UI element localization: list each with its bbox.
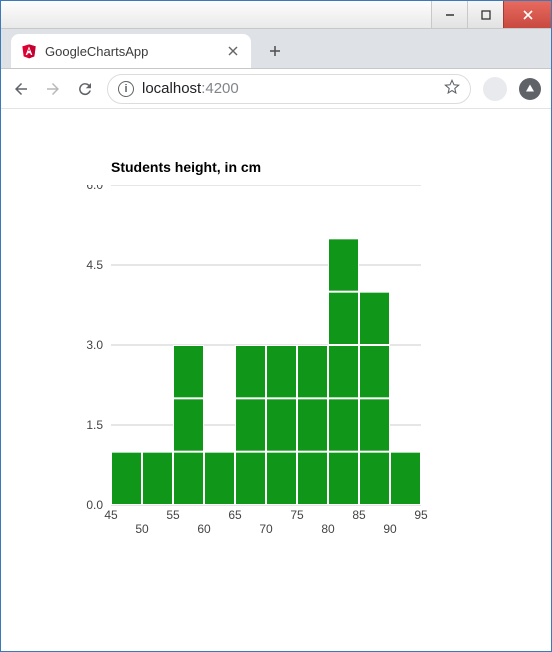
window-maximize-button[interactable]	[467, 1, 503, 28]
histogram-chart: 0.0 1.5 3.0 4.5 6.0 45 50 55 60 65 70 75 80 85 90 95	[51, 185, 451, 565]
svg-text:0.0: 0.0	[86, 498, 103, 512]
url-port: :4200	[201, 80, 239, 97]
back-button[interactable]	[11, 79, 31, 99]
svg-text:50: 50	[135, 522, 149, 536]
svg-text:80: 80	[321, 522, 335, 536]
browser-tab[interactable]: GoogleChartsApp	[11, 34, 251, 68]
window-close-button[interactable]	[503, 1, 551, 28]
url-host: localhost	[142, 80, 201, 97]
svg-text:4.5: 4.5	[86, 258, 103, 272]
chart-title: Students height, in cm	[111, 159, 471, 175]
svg-text:60: 60	[197, 522, 211, 536]
svg-text:55: 55	[166, 508, 180, 522]
site-info-icon[interactable]: i	[118, 81, 134, 97]
window-minimize-button[interactable]	[431, 1, 467, 28]
svg-text:6.0: 6.0	[86, 185, 103, 192]
browser-window: GoogleChartsApp i localhost:4200	[0, 0, 552, 652]
nav-toolbar: i localhost:4200	[1, 69, 551, 109]
angular-icon	[21, 43, 37, 59]
url-text: localhost:4200	[142, 80, 436, 97]
forward-button[interactable]	[43, 79, 63, 99]
svg-text:70: 70	[259, 522, 273, 536]
svg-text:1.5: 1.5	[86, 418, 103, 432]
svg-text:3.0: 3.0	[86, 338, 103, 352]
address-bar[interactable]: i localhost:4200	[107, 74, 471, 104]
tab-close-button[interactable]	[225, 43, 241, 59]
tab-strip: GoogleChartsApp	[1, 29, 551, 69]
extension-icon[interactable]	[519, 78, 541, 100]
chart-container: Students height, in cm 0.0 1.5 3.0 4.5 6.0 45…	[51, 159, 471, 565]
window-titlebar	[1, 1, 551, 29]
bookmark-star-icon[interactable]	[444, 79, 460, 99]
svg-text:85: 85	[352, 508, 366, 522]
svg-text:45: 45	[104, 508, 118, 522]
tab-title: GoogleChartsApp	[45, 44, 217, 59]
svg-text:75: 75	[290, 508, 304, 522]
reload-button[interactable]	[75, 79, 95, 99]
profile-avatar[interactable]	[483, 77, 507, 101]
svg-text:65: 65	[228, 508, 242, 522]
page-content: Students height, in cm 0.0 1.5 3.0 4.5 6.0 45…	[1, 109, 551, 651]
svg-text:90: 90	[383, 522, 397, 536]
svg-text:95: 95	[414, 508, 428, 522]
new-tab-button[interactable]	[261, 37, 289, 65]
